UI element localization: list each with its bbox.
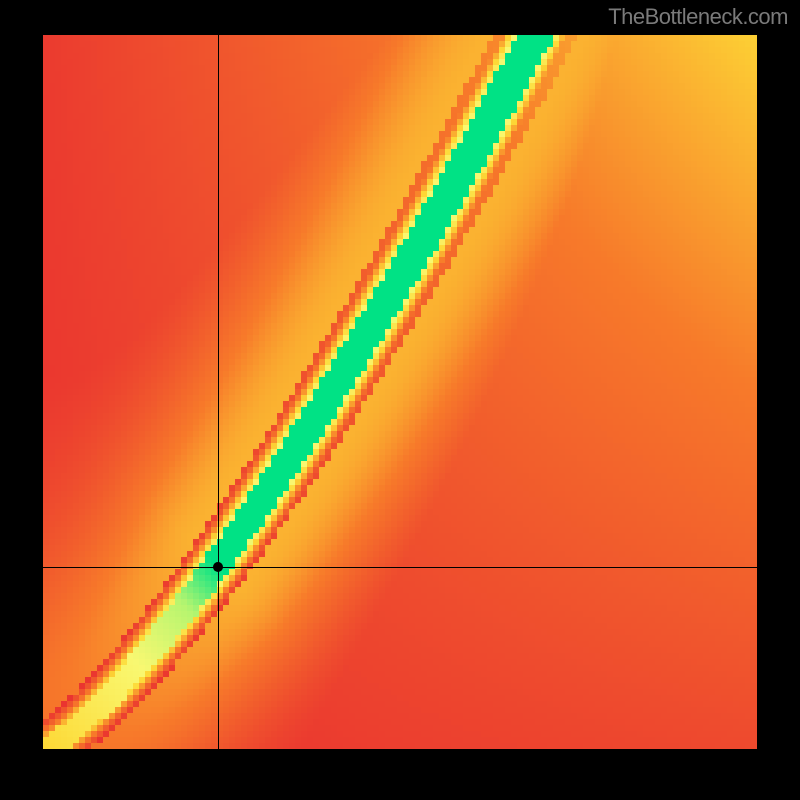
figure-root: TheBottleneck.com bbox=[0, 0, 800, 800]
heatmap-plot bbox=[43, 35, 757, 749]
attribution-text: TheBottleneck.com bbox=[608, 4, 788, 30]
heatmap-canvas bbox=[43, 35, 757, 749]
